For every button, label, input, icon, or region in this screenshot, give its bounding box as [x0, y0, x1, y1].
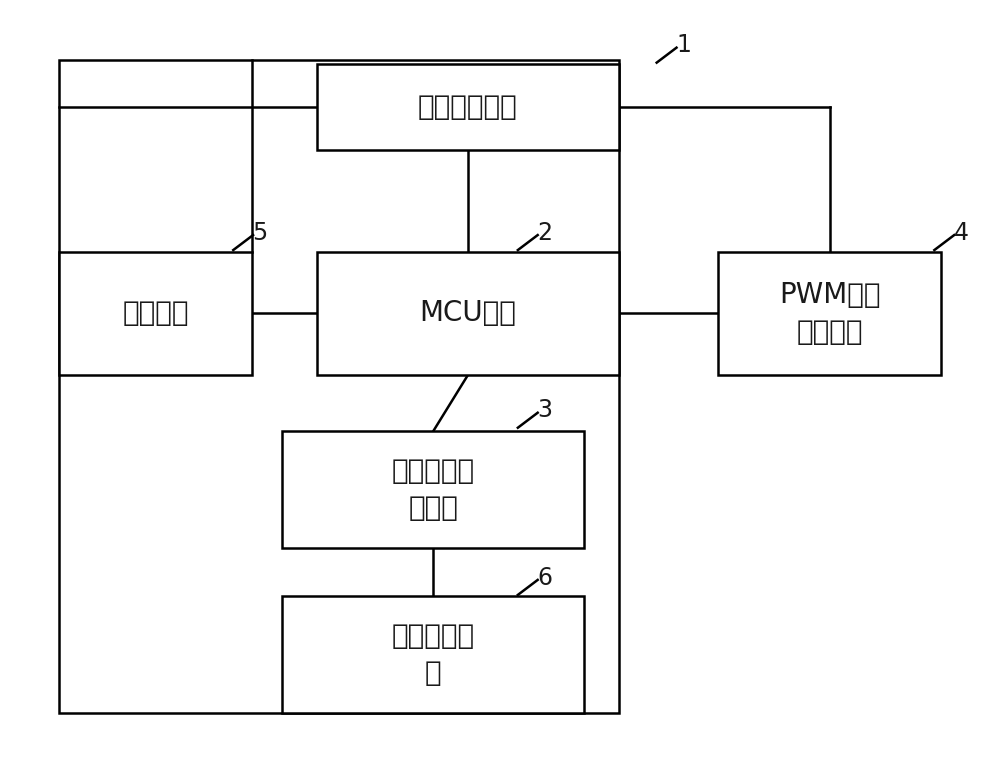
Text: 载波通讯模
块: 载波通讯模 块 — [392, 622, 475, 687]
Text: 供电管理单元: 供电管理单元 — [418, 93, 518, 121]
Bar — [282, 597, 584, 713]
Text: 6: 6 — [537, 565, 552, 590]
Bar — [59, 61, 619, 713]
Bar — [59, 252, 252, 375]
Text: 5: 5 — [252, 221, 268, 245]
Bar — [282, 431, 584, 548]
Text: 3: 3 — [537, 399, 552, 422]
Bar — [317, 252, 619, 375]
Text: 1: 1 — [676, 33, 691, 58]
Bar — [317, 64, 619, 150]
Bar — [718, 252, 941, 375]
Text: 采集单元: 采集单元 — [122, 299, 189, 327]
Text: 2: 2 — [537, 221, 552, 245]
Text: 4: 4 — [954, 221, 969, 245]
Text: PWM隔离
驱动单元: PWM隔离 驱动单元 — [779, 281, 880, 346]
Text: 隔离数字通
讯单元: 隔离数字通 讯单元 — [392, 457, 475, 522]
Text: MCU单元: MCU单元 — [419, 299, 516, 327]
